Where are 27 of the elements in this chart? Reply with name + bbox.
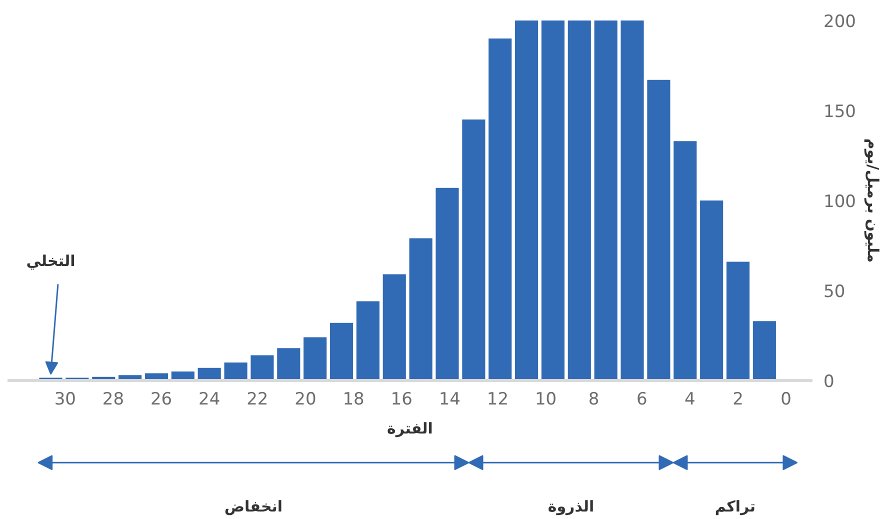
x-tick-label: 12 [486, 390, 509, 410]
text: الذروة [548, 498, 594, 516]
annotation: التخلي [26, 252, 76, 270]
y-tick-label: 0 [824, 372, 834, 392]
x-tick-label: 6 [636, 390, 648, 410]
x-tick-label: 14 [438, 390, 460, 410]
text: تراكم [714, 498, 756, 516]
x-tick-label: 22 [246, 390, 268, 410]
y-tick-label: 100 [824, 192, 856, 212]
x-tick-label: 8 [588, 390, 600, 410]
x-tick-label: 4 [684, 390, 696, 410]
y-tick-label: 200 [824, 12, 856, 32]
x-tick-label: 24 [198, 390, 220, 410]
x-tick-label: 28 [102, 390, 124, 410]
x-axis-title: الفترة [387, 420, 433, 438]
x-tick-label: 0 [780, 390, 792, 410]
x-tick-label: 26 [150, 390, 172, 410]
x-tick-label: 18 [342, 390, 364, 410]
text: انخفاض [224, 498, 283, 516]
x-tick-label: 16 [390, 390, 412, 410]
x-tick-label: 10 [534, 390, 557, 410]
y-tick-label: 50 [824, 282, 846, 302]
y-axis-title: مليون برميل/يوم [864, 138, 882, 263]
x-tick-label: 20 [294, 390, 316, 410]
x-tick-label: 2 [732, 390, 744, 410]
y-tick-label: 150 [824, 102, 856, 122]
x-tick-label: 30 [54, 390, 76, 410]
